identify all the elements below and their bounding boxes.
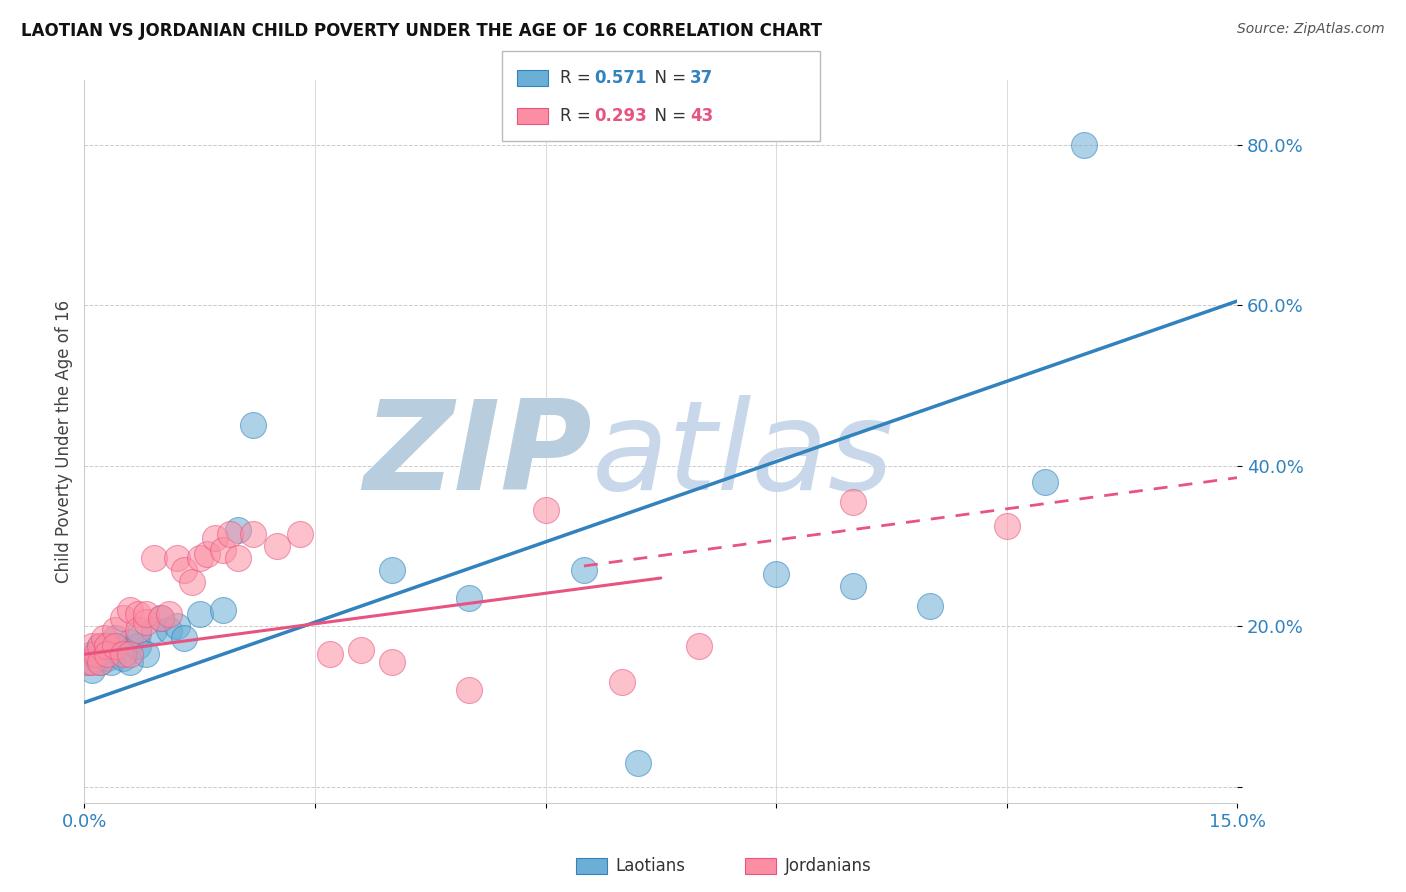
Point [104,639,127,653]
Point [188,607,211,621]
Point [111,611,134,625]
Point [319,648,342,662]
Point [80,664,103,678]
Point [226,523,249,537]
Point [142,551,165,566]
Point [166,551,188,566]
Point [93,632,115,646]
Point [612,675,634,690]
Text: Source: ZipAtlas.com: Source: ZipAtlas.com [1237,22,1385,37]
Point [204,531,226,545]
Point [84,651,107,665]
Point [120,603,142,617]
Text: Laotians: Laotians [616,857,686,875]
Point [195,547,218,561]
Point [135,648,157,662]
Point [150,611,173,625]
Point [80,639,103,653]
Text: 0.293: 0.293 [595,107,648,125]
Text: 37: 37 [690,69,714,87]
Point [135,607,157,621]
Point [173,632,195,646]
Text: R =: R = [560,107,596,125]
Point [111,643,134,657]
Point [89,639,111,653]
Point [127,607,149,621]
Point [842,494,865,508]
Point [120,648,142,662]
Point [120,655,142,669]
Point [266,539,288,553]
Point [211,542,233,557]
Text: ZIP: ZIP [363,395,592,516]
Point [842,579,865,593]
Text: N =: N = [644,69,692,87]
Point [211,603,233,617]
Point [96,648,118,662]
Point [80,648,103,662]
Point [188,551,211,566]
Point [1033,475,1056,489]
Point [350,643,373,657]
Point [242,526,264,541]
Point [127,627,149,641]
Point [381,655,404,669]
Point [173,563,195,577]
Point [1073,137,1095,152]
Text: N =: N = [644,107,692,125]
Point [120,635,142,649]
Point [242,418,264,433]
Point [84,648,107,662]
Point [135,615,157,630]
Text: R =: R = [560,69,596,87]
Point [166,619,188,633]
Point [995,518,1018,533]
Point [688,639,710,653]
Point [572,563,595,577]
Point [219,526,242,541]
Text: 43: 43 [690,107,714,125]
Point [96,639,118,653]
Point [157,607,180,621]
Point [765,567,787,582]
Point [457,683,479,698]
Point [96,651,118,665]
Text: LAOTIAN VS JORDANIAN CHILD POVERTY UNDER THE AGE OF 16 CORRELATION CHART: LAOTIAN VS JORDANIAN CHILD POVERTY UNDER… [21,22,823,40]
Point [627,756,650,770]
Text: Jordanians: Jordanians [785,857,872,875]
Point [381,563,404,577]
Point [127,639,149,653]
Y-axis label: Child Poverty Under the Age of 16: Child Poverty Under the Age of 16 [55,300,73,583]
Point [111,648,134,662]
Point [111,651,134,665]
Text: 0.571: 0.571 [595,69,647,87]
Point [100,655,122,669]
Point [104,632,127,646]
Point [142,623,165,637]
Point [127,623,149,637]
Point [150,611,173,625]
Point [157,623,180,637]
Point [89,655,111,669]
Point [89,639,111,653]
Point [918,599,941,614]
Point [534,502,557,516]
Point [77,655,100,669]
Point [104,639,127,653]
Point [80,655,103,669]
Point [457,591,479,606]
Point [89,655,111,669]
Point [226,551,249,566]
Point [96,639,118,653]
Point [104,623,127,637]
Point [288,526,311,541]
Text: atlas: atlas [592,395,894,516]
Point [93,643,115,657]
Point [77,655,100,669]
Point [181,574,204,589]
